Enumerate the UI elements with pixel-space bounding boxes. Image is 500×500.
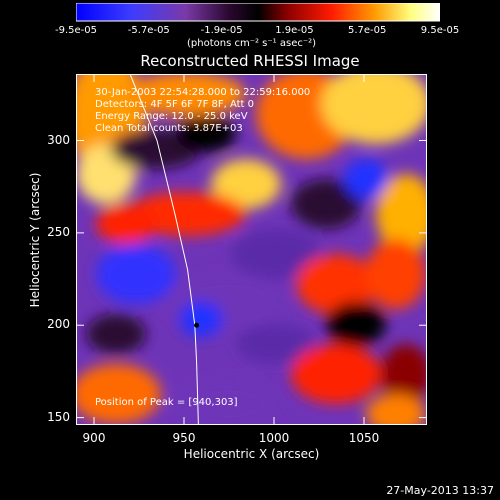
colorbar-tick-label: 5.7e-05 [347,25,387,36]
annotation-detectors: Detectors: 4F 5F 6F 7F 8F, Att 0 [95,99,255,110]
x-tick-label: 1000 [258,431,290,445]
peak-position-label: Position of Peak = [940,303] [95,397,238,408]
colorbar-units: (photons cm⁻² s⁻¹ asec⁻²) [187,38,317,49]
x-axis-label: Heliocentric X (arcsec) [183,447,320,461]
y-tick-label: 300 [47,132,70,147]
colorbar-tick-label: -5.7e-05 [127,25,170,36]
x-tick-label: 1050 [348,431,380,445]
x-tick-label: 900 [82,431,106,445]
colorbar [76,3,440,22]
chart-title: Reconstructed RHESSI Image [140,52,360,70]
marker-point [194,322,200,328]
y-axis-label: Heliocentric Y (arcsec) [28,172,42,308]
colorbar-tick-label: -9.5e-05 [55,25,97,36]
heatmap-plot [76,74,427,425]
solar-limb-curve [129,74,199,425]
colorbar-tick-label: 9.5e-05 [420,25,460,36]
y-tick-label: 200 [47,317,70,332]
annotation-counts: Clean Total counts: 3.87E+03 [95,123,243,134]
annotation-energy: Energy Range: 12.0 - 25.0 keV [95,111,248,122]
colorbar-tick-label: -1.9e-05 [200,25,243,36]
x-tick-label: 950 [172,431,196,445]
colorbar-tick-label: 1.9e-05 [275,25,314,36]
footer-timestamp: 27-May-2013 13:37 [386,484,494,497]
y-tick-label: 250 [47,224,70,239]
annotation-time: 30-Jan-2003 22:54:28.000 to 22:59:16.000 [95,87,311,98]
y-tick-label: 150 [47,409,70,424]
